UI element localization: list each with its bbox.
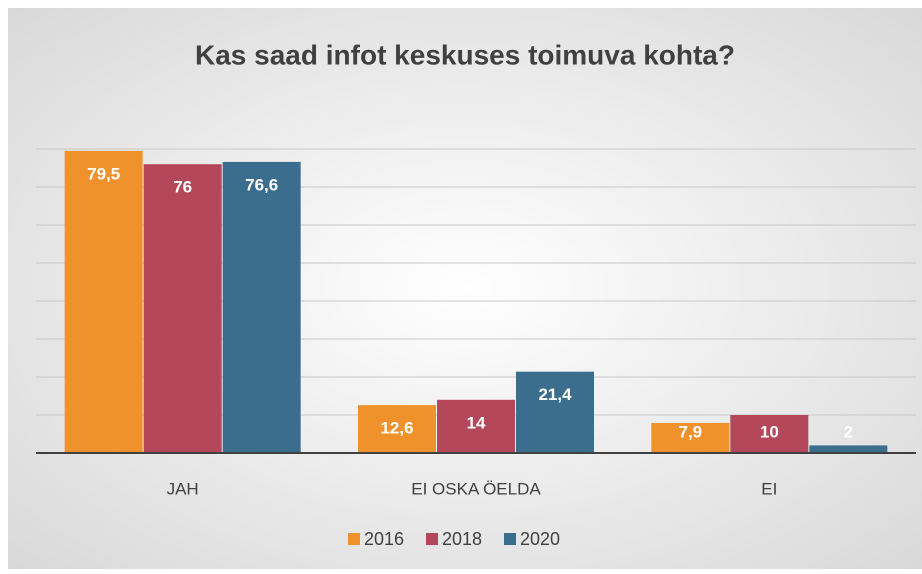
legend-label: 2020 xyxy=(520,529,560,549)
data-label: 79,5 xyxy=(87,164,120,183)
data-label: 12,6 xyxy=(380,419,413,438)
bar xyxy=(516,371,594,453)
data-label: 76,6 xyxy=(245,175,278,194)
data-label: 14 xyxy=(467,413,486,432)
bar xyxy=(143,164,222,453)
x-tick-label: EI xyxy=(761,479,777,498)
data-label: 76 xyxy=(173,178,192,197)
x-tick-label: EI OSKA ÖELDA xyxy=(411,479,541,498)
legend-swatch xyxy=(426,533,438,545)
legend-label: 2016 xyxy=(364,529,404,549)
bar xyxy=(730,415,809,453)
x-tick-label: JAH xyxy=(167,479,199,498)
data-label: 10 xyxy=(760,422,779,441)
data-label: 2 xyxy=(844,422,853,441)
legend-swatch xyxy=(504,533,516,545)
bar xyxy=(358,405,436,453)
bar xyxy=(64,150,143,453)
legend-swatch xyxy=(348,533,360,545)
bar xyxy=(437,399,515,453)
data-label: 7,9 xyxy=(679,422,703,441)
bar xyxy=(651,422,730,453)
legend-label: 2018 xyxy=(442,529,482,549)
bar xyxy=(809,445,888,453)
chart-title: Kas saad infot keskuses toimuva kohta? xyxy=(195,39,735,70)
bar xyxy=(222,161,301,454)
data-label: 21,4 xyxy=(538,385,572,404)
